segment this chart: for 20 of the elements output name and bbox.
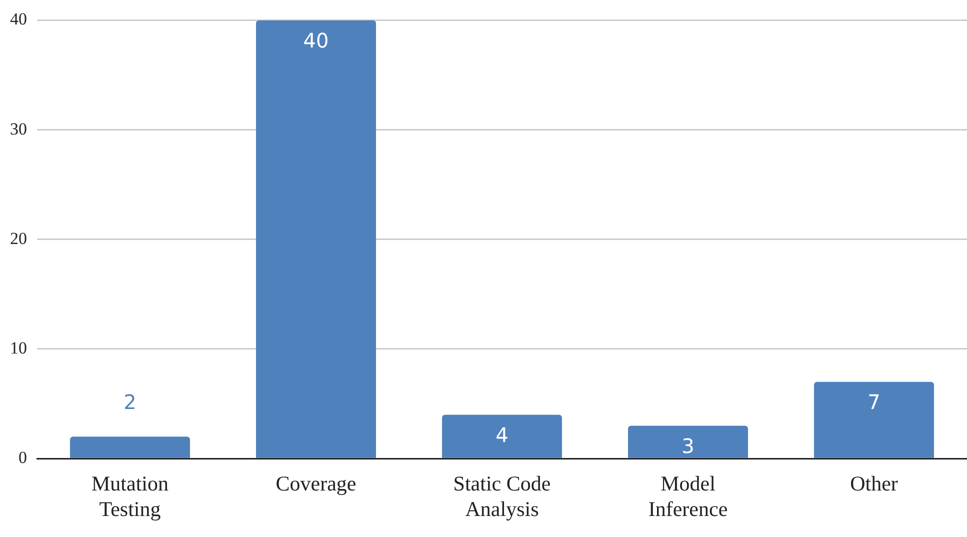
data-label: 7 <box>868 390 880 414</box>
data-label: 40 <box>303 28 329 52</box>
x-tick-label: Mutation Testing <box>92 472 169 521</box>
y-tick-label: 10 <box>10 338 27 358</box>
data-label: 2 <box>124 390 136 414</box>
y-tick-label: 40 <box>10 10 27 29</box>
data-label: 3 <box>682 434 694 458</box>
bar <box>70 436 190 458</box>
x-tick-label: Model Inference <box>648 472 728 521</box>
data-label: 4 <box>496 422 508 447</box>
bar <box>628 426 748 458</box>
y-tick-label: 0 <box>18 448 27 468</box>
y-tick-label: 20 <box>10 228 27 248</box>
x-tick-label: Coverage <box>276 472 356 496</box>
y-tick-label: 30 <box>10 119 27 138</box>
bar <box>814 382 934 458</box>
bar <box>256 20 376 458</box>
bar <box>442 414 562 458</box>
x-tick-label: Static Code Analysis <box>453 472 551 521</box>
x-tick-label: Other <box>850 472 898 496</box>
